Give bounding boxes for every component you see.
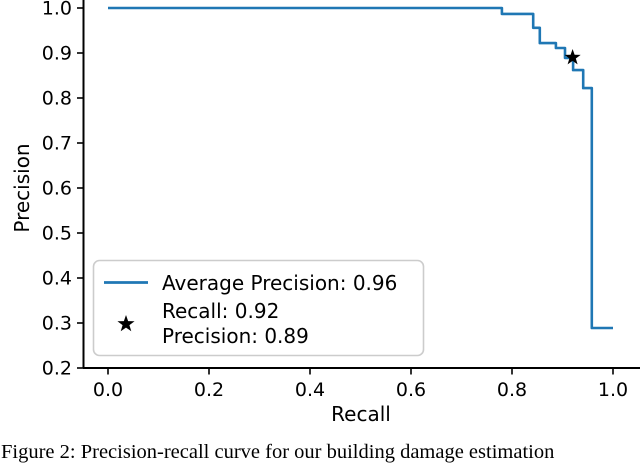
y-tick-label: 0.4 (42, 268, 72, 290)
y-axis-label: Precision (10, 143, 34, 232)
x-tick-label: 0.8 (497, 379, 527, 401)
operating-point-star-icon (564, 49, 581, 65)
legend-label-recall: Recall: 0.92 (162, 299, 279, 323)
y-tick-label: 0.3 (42, 313, 72, 335)
x-tick-label: 0.4 (295, 379, 325, 401)
y-tick-label: 1.0 (42, 0, 72, 20)
chart-canvas: 0.0 0.2 0.4 0.6 0.8 1.0 0.2 0.3 0.4 0.5 0.6 0.7 0.8 0… (10, 0, 640, 426)
figure-caption: Figure 2: Precision-recall curve for our… (1, 441, 555, 463)
plot-dynamic-layer: 0.0 0.2 0.4 0.6 0.8 1.0 0.2 0.3 0.4 0.5 0.6 0.7 0.8 0… (42, 0, 628, 401)
legend-label-average-precision: Average Precision: 0.96 (162, 271, 397, 295)
x-tick-label: 0.2 (194, 379, 224, 401)
x-axis-label: Recall (331, 402, 391, 426)
star-icon (117, 315, 135, 332)
chart-legend: Average Precision: 0.96 Recall: 0.92 Pre… (92, 259, 425, 357)
legend-label-precision: Precision: 0.89 (162, 324, 309, 348)
precision-recall-curve (108, 6, 613, 330)
x-tick-label: 1.0 (598, 379, 628, 401)
x-tick-label: 0.0 (93, 379, 123, 401)
y-tick-label: 0.2 (42, 358, 72, 380)
x-tick-label: 0.6 (396, 379, 426, 401)
precision-recall-chart: 0.0 0.2 0.4 0.6 0.8 1.0 0.2 0.3 0.4 0.5 0.6 0.7 0.8 0… (10, 0, 640, 426)
y-tick-label: 0.9 (42, 43, 72, 65)
y-tick-label: 0.6 (42, 178, 72, 200)
y-tick-label: 0.5 (42, 223, 72, 245)
y-tick-label: 0.8 (42, 88, 72, 110)
y-tick-label: 0.7 (42, 133, 72, 155)
legend-box (92, 259, 425, 357)
